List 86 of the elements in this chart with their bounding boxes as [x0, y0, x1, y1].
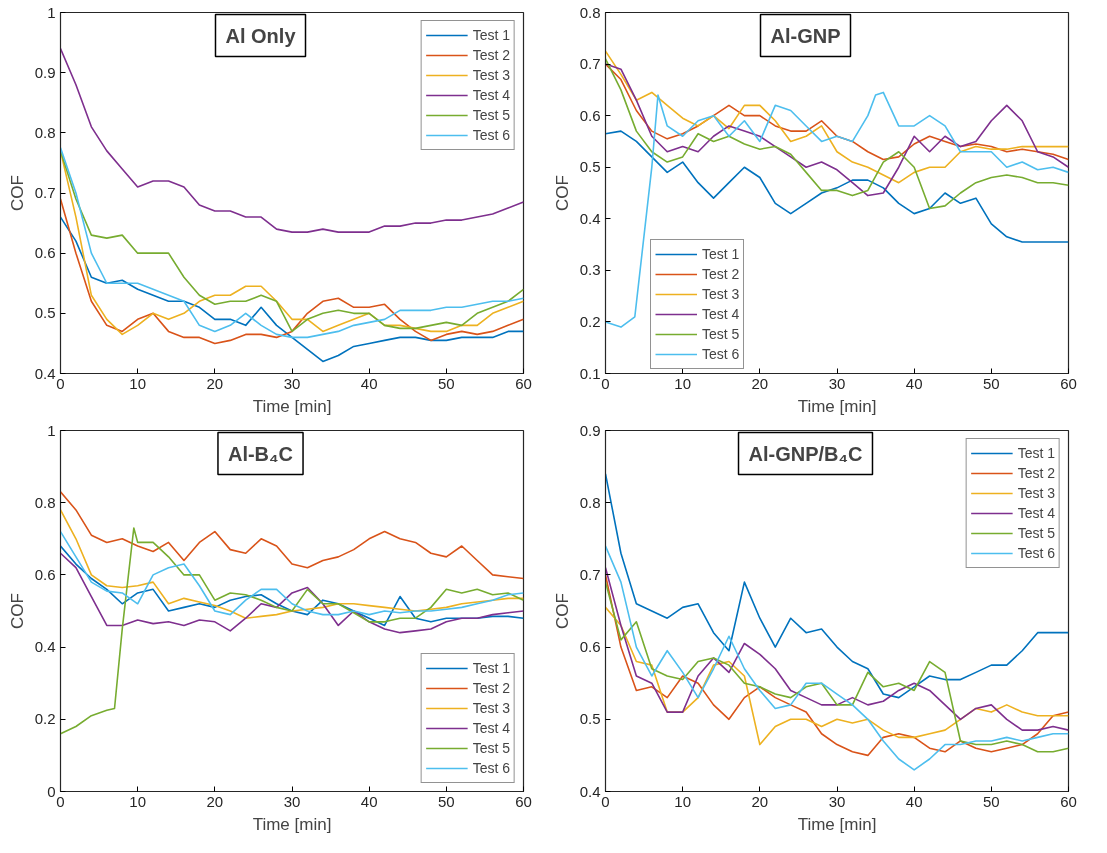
y-tick-label: 0.5	[34, 304, 56, 322]
y-tick-label: 0.6	[34, 565, 56, 583]
text: Al-B₄C	[227, 442, 294, 465]
x-tick-label: 60	[515, 374, 532, 392]
legend-label: Test 2	[472, 47, 510, 63]
x-tick-label: 10	[129, 374, 147, 392]
y-tick-label: 0.4	[579, 209, 601, 227]
legend-label: Test 5	[702, 326, 740, 342]
y-tick-label: 0.7	[579, 55, 601, 73]
y-tick-label: 0.8	[579, 493, 601, 511]
legend-label: Test 4	[1017, 505, 1055, 521]
text: Al-GNP/B₄C	[748, 442, 863, 465]
legend-label: Test 1	[472, 27, 510, 43]
y-axis-title: COF	[7, 593, 27, 629]
y-tick-label: 0.2	[34, 710, 56, 728]
legend-label: Test 6	[472, 760, 510, 776]
x-tick-label: 30	[828, 792, 846, 810]
y-tick-label: 0.3	[579, 261, 601, 279]
x-axis-title: Time [min]	[797, 814, 877, 834]
y-axis-title: COF	[7, 175, 27, 211]
x-tick-label: 30	[283, 374, 301, 392]
x-tick-label: 60	[1060, 792, 1077, 810]
x-tick-label: 60	[515, 792, 532, 810]
legend-label: Test 3	[472, 67, 510, 83]
y-tick-label: 0.7	[579, 565, 601, 583]
legend-label: Test 6	[472, 127, 510, 143]
y-tick-label: 0.8	[34, 123, 56, 141]
legend-label: Test 2	[1017, 465, 1055, 481]
x-axis-title: Time [min]	[797, 396, 877, 416]
x-axis-title: Time [min]	[252, 814, 332, 834]
y-tick-label: 0.4	[34, 364, 56, 382]
x-tick-label: 50	[982, 374, 1000, 392]
x-tick-label: 20	[206, 374, 224, 392]
legend-label: Test 4	[472, 87, 510, 103]
legend-label: Test 2	[472, 680, 510, 696]
legend-label: Test 3	[472, 700, 510, 716]
legend-label: Test 6	[1017, 545, 1055, 561]
y-tick-label: 0.5	[579, 158, 601, 176]
legend-label: Test 2	[702, 266, 740, 282]
legend-label: Test 5	[472, 107, 510, 123]
legend-label: Test 1	[1017, 445, 1055, 461]
y-tick-label: 0.4	[34, 638, 56, 656]
legend-label: Test 1	[472, 660, 510, 676]
x-tick-label: 50	[982, 792, 1000, 810]
x-tick-label: 50	[437, 792, 455, 810]
x-tick-label: 20	[751, 792, 769, 810]
x-axis-title: Time [min]	[252, 396, 332, 416]
legend-label: Test 4	[472, 720, 510, 736]
x-tick-label: 50	[437, 374, 455, 392]
y-tick-label: 0.5	[579, 710, 601, 728]
x-tick-label: 30	[283, 792, 301, 810]
y-tick-label: 0.8	[34, 493, 56, 511]
y-tick-label: 0.6	[579, 106, 601, 124]
y-tick-label: 0.8	[579, 3, 601, 21]
x-tick-label: 40	[360, 792, 378, 810]
x-tick-label: 10	[674, 374, 692, 392]
text: Al-GNP	[770, 24, 841, 47]
legend-label: Test 3	[702, 286, 740, 302]
legend-label: Test 5	[472, 740, 510, 756]
y-tick-label: 0.6	[34, 244, 56, 262]
x-tick-label: 30	[828, 374, 846, 392]
x-tick-label: 40	[360, 374, 378, 392]
y-tick-label: 0.4	[579, 782, 601, 800]
x-tick-label: 20	[751, 374, 769, 392]
legend-label: Test 3	[1017, 485, 1055, 501]
y-tick-label: 0.1	[579, 364, 601, 382]
y-tick-label: 0.9	[579, 421, 601, 439]
y-tick-label: 0.7	[34, 184, 56, 201]
y-tick-label: 0.2	[579, 312, 601, 330]
x-tick-label: 60	[1060, 374, 1077, 392]
legend-label: Test 1	[702, 246, 740, 262]
y-axis-title: COF	[552, 593, 572, 629]
text: Al Only	[225, 24, 297, 47]
y-tick-label: 0.6	[579, 638, 601, 656]
legend-label: Test 4	[702, 306, 740, 322]
y-tick-label: 1	[47, 3, 56, 21]
x-tick-label: 40	[905, 792, 923, 810]
legend-label: Test 6	[702, 346, 740, 362]
legend-label: Test 5	[1017, 525, 1055, 541]
x-tick-label: 20	[206, 792, 224, 810]
x-tick-label: 40	[905, 374, 923, 392]
y-tick-label: 0.9	[34, 63, 56, 81]
y-axis-title: COF	[552, 175, 572, 211]
x-tick-label: 10	[674, 792, 692, 810]
x-tick-label: 10	[129, 792, 147, 810]
y-tick-label: 1	[47, 421, 56, 439]
